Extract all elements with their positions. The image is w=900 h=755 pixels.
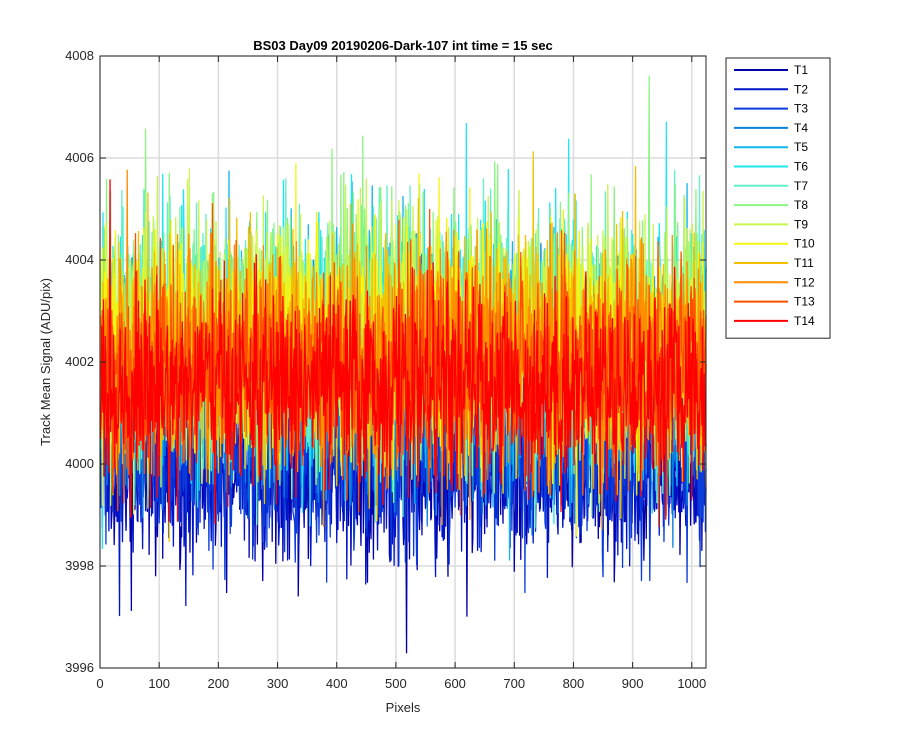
legend-label: T9 [794, 217, 808, 231]
x-tick-label: 1000 [677, 676, 706, 691]
axis-ticks: 0 100 200 300 400 500 600 700 800 900 1000 3996 3998… [65, 48, 706, 691]
legend-entry: T1 [734, 63, 808, 77]
x-tick-label: 0 [96, 676, 103, 691]
y-tick-label: 3998 [65, 558, 94, 573]
legend-entry: T4 [734, 121, 808, 135]
y-axis-label: Track Mean Signal (ADU/pix) [38, 278, 53, 446]
y-tick-label: 4002 [65, 354, 94, 369]
legend-label: T3 [794, 102, 808, 116]
legend-label: T4 [794, 121, 808, 135]
legend-label: T2 [794, 82, 808, 96]
legend-entry: T10 [734, 237, 815, 251]
y-tick-label: 4008 [65, 48, 94, 63]
x-tick-label: 800 [563, 676, 585, 691]
legend-entry: T3 [734, 102, 808, 116]
legend-label: T1 [794, 63, 808, 77]
legend-entry: T11 [734, 256, 814, 270]
series-layer [99, 75, 707, 654]
y-tick-label: 3996 [65, 660, 94, 675]
x-tick-label: 600 [444, 676, 466, 691]
x-tick-label: 700 [503, 676, 525, 691]
legend-label: T6 [794, 160, 808, 174]
chart-title: BS03 Day09 20190206-Dark-107 int time = … [253, 38, 553, 53]
legend-label: T11 [794, 256, 814, 270]
legend-entry: T8 [734, 198, 808, 212]
legend-entry: T9 [734, 217, 808, 231]
legend-label: T8 [794, 198, 808, 212]
x-tick-label: 900 [622, 676, 644, 691]
legend-label: T10 [794, 237, 815, 251]
legend: T1 T2 T3 T4 T5 T6 T7 T8 T9 T10 T11 T12 T13 T14 [725, 57, 831, 339]
legend-label: T13 [794, 295, 815, 309]
y-tick-label: 4004 [65, 252, 94, 267]
legend-entry: T6 [734, 160, 808, 174]
y-tick-label: 4000 [65, 456, 94, 471]
legend-label: T12 [794, 275, 815, 289]
x-tick-label: 200 [208, 676, 230, 691]
legend-label: T5 [794, 140, 808, 154]
legend-label: T7 [794, 179, 808, 193]
legend-label: T14 [794, 314, 815, 328]
x-tick-label: 300 [267, 676, 289, 691]
x-tick-label: 400 [326, 676, 348, 691]
series-line-t14 [99, 179, 707, 524]
y-tick-label: 4006 [65, 150, 94, 165]
legend-entry: T7 [734, 179, 808, 193]
legend-entry: T14 [734, 314, 815, 328]
x-tick-label: 500 [385, 676, 407, 691]
legend-entry: T5 [734, 140, 808, 154]
x-tick-label: 100 [148, 676, 170, 691]
legend-entry: T2 [734, 82, 808, 96]
legend-box [725, 57, 831, 339]
legend-entry: T13 [734, 295, 815, 309]
x-axis-label: Pixels [386, 700, 421, 715]
legend-entry: T12 [734, 275, 815, 289]
